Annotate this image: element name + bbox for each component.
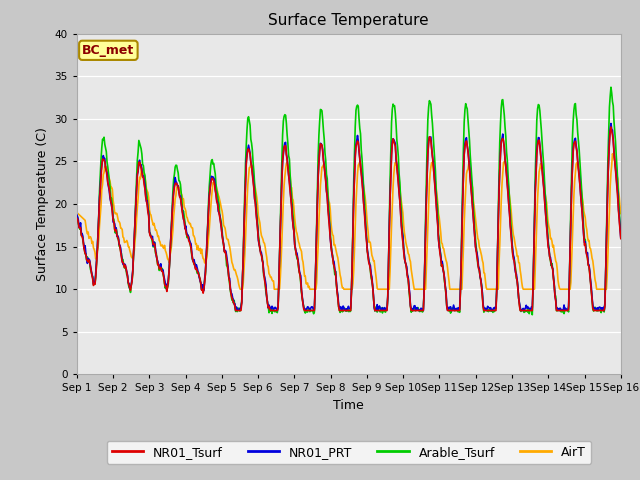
NR01_Tsurf [194,269,202,275]
AirT [223,236,230,241]
AirT [139,167,147,172]
NR01_Tsurf [416,308,424,313]
Legend: NR01_Tsurf, NR01_PRT, Arable_Tsurf, AirT: NR01_Tsurf, NR01_PRT, Arable_Tsurf, AirT [106,441,591,464]
NR01_PRT [194,268,202,274]
NR01_Tsurf [83,257,90,263]
NR01_PRT [416,308,424,313]
NR01_Tsurf [431,191,439,197]
Arable_Tsurf [415,307,422,313]
Title: Surface Temperature: Surface Temperature [269,13,429,28]
Arable_Tsurf [139,161,147,167]
NR01_PRT [223,253,230,259]
Arable_Tsurf [73,216,81,221]
NR01_Tsurf [607,124,615,130]
NR01_PRT [83,255,90,261]
Line: NR01_Tsurf: NR01_Tsurf [77,127,621,311]
AirT [236,286,244,292]
NR01_PRT [234,308,242,313]
AirT [73,210,81,216]
Arable_Tsurf [607,84,615,90]
Line: Arable_Tsurf: Arable_Tsurf [77,87,621,315]
NR01_PRT [73,212,81,218]
Arable_Tsurf [194,270,202,276]
Y-axis label: Surface Temperature (C): Surface Temperature (C) [36,127,49,281]
AirT [617,211,625,216]
NR01_Tsurf [617,236,625,241]
Text: BC_met: BC_met [82,44,134,57]
NR01_Tsurf [232,308,239,313]
AirT [83,228,90,234]
Line: AirT: AirT [77,154,621,289]
Line: NR01_PRT: NR01_PRT [77,123,621,311]
Arable_Tsurf [83,257,90,263]
Arable_Tsurf [223,263,230,268]
X-axis label: Time: Time [333,399,364,412]
AirT [609,151,616,156]
NR01_Tsurf [223,256,230,262]
AirT [194,243,202,249]
NR01_PRT [607,120,615,126]
NR01_Tsurf [139,174,147,180]
NR01_PRT [617,235,625,241]
NR01_PRT [431,188,439,193]
NR01_PRT [139,173,147,179]
AirT [416,286,424,292]
Arable_Tsurf [431,156,438,161]
Arable_Tsurf [617,230,625,236]
NR01_Tsurf [73,215,81,221]
AirT [431,179,439,184]
Arable_Tsurf [529,312,536,318]
